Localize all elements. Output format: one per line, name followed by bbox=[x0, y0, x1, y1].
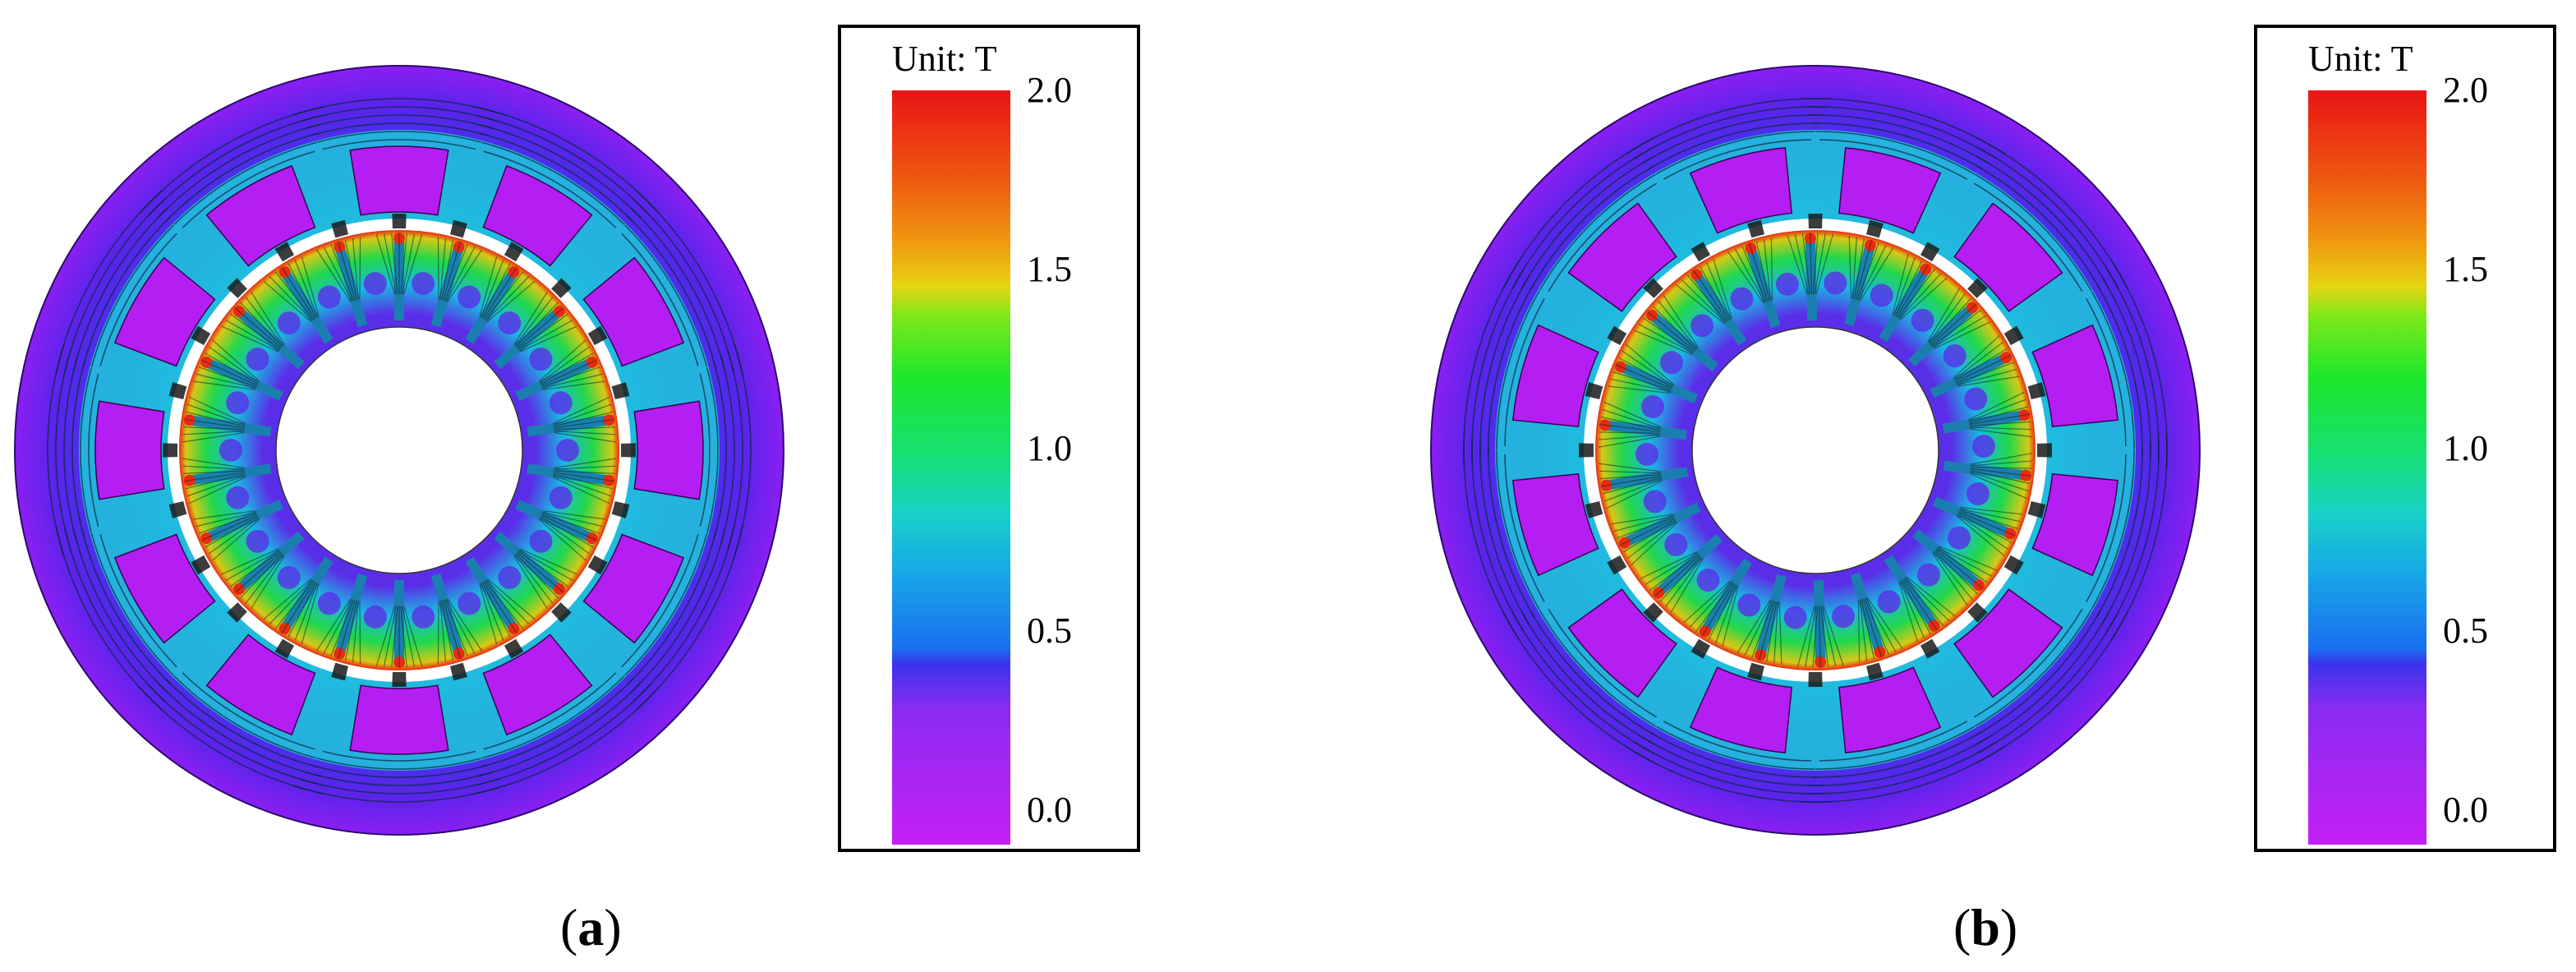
stator-slot bbox=[582, 256, 685, 367]
panel-a-caption: (a) bbox=[560, 898, 622, 956]
stator-slot bbox=[1953, 588, 2063, 698]
stator-slot bbox=[1512, 324, 1599, 428]
stator-slot bbox=[349, 684, 449, 755]
legend-tick-1-5: 1.5 bbox=[2443, 249, 2488, 289]
stator-slot bbox=[482, 164, 593, 267]
stator-slot bbox=[1689, 147, 1793, 234]
legend-tick-1-5: 1.5 bbox=[1027, 249, 1072, 289]
stator-slot bbox=[94, 400, 165, 500]
legend-tick-1-0: 1.0 bbox=[1027, 428, 1072, 468]
legend-unit-label: Unit: T bbox=[2308, 39, 2413, 79]
colorbar bbox=[2308, 90, 2426, 845]
svg-text:(a): (a) bbox=[560, 898, 622, 956]
panel-a-legend: Unit: T 2.0 1.5 1.0 0.5 0.0 bbox=[838, 25, 1140, 852]
legend-tick-0-0: 0.0 bbox=[2443, 790, 2488, 830]
stator-slot bbox=[1953, 202, 2063, 312]
stator-slot bbox=[1689, 666, 1793, 753]
panel-b-caption: (b) bbox=[1953, 898, 2017, 956]
stator-slot bbox=[1838, 666, 1942, 753]
panel-b-legend: Unit: T 2.0 1.5 1.0 0.5 0.0 bbox=[2254, 25, 2556, 852]
stator-slot bbox=[113, 256, 216, 367]
legend-tick-2-0: 2.0 bbox=[2443, 70, 2488, 110]
stator-slot bbox=[1512, 472, 1599, 577]
legend-tick-1-0: 1.0 bbox=[2443, 428, 2488, 468]
stator-slot bbox=[2031, 324, 2118, 428]
colorbar bbox=[892, 90, 1010, 845]
stator-slot bbox=[633, 400, 704, 500]
stator-slot bbox=[113, 533, 216, 644]
shaft-bore bbox=[1691, 326, 1939, 574]
stator-slot bbox=[2031, 472, 2118, 577]
shaft-bore bbox=[275, 326, 523, 574]
stator-slot bbox=[205, 164, 316, 267]
stator-slot bbox=[1567, 588, 1677, 698]
panel-b-flux-map bbox=[1430, 65, 2201, 836]
caption-letter-a: a bbox=[577, 898, 604, 956]
caption-letter-b: b bbox=[1971, 898, 2000, 956]
stator-slot bbox=[1838, 147, 1942, 234]
stator-slot bbox=[582, 533, 685, 644]
panel-a-flux-map bbox=[14, 65, 784, 836]
svg-text:(b): (b) bbox=[1953, 898, 2017, 956]
stator-slot bbox=[349, 145, 449, 216]
stator-slot bbox=[205, 633, 316, 736]
legend-tick-0-5: 0.5 bbox=[1027, 610, 1072, 651]
legend-tick-0-5: 0.5 bbox=[2443, 610, 2488, 651]
legend-unit-label: Unit: T bbox=[892, 39, 997, 79]
legend-tick-0-0: 0.0 bbox=[1027, 790, 1072, 830]
legend-tick-2-0: 2.0 bbox=[1027, 70, 1072, 110]
stator-slot bbox=[1567, 202, 1677, 312]
stator-slot bbox=[482, 633, 593, 736]
